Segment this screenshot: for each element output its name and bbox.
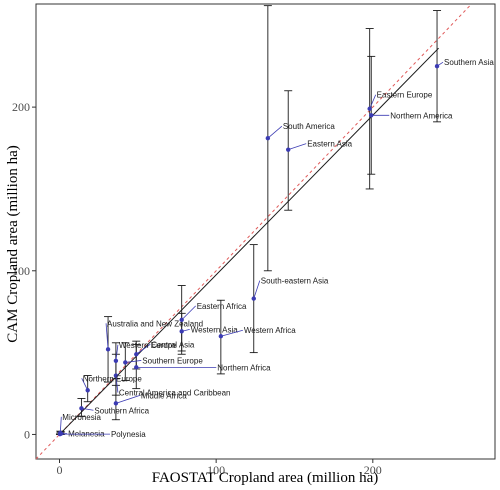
data-point — [79, 406, 84, 411]
region-label: South-eastern Asia — [261, 277, 329, 286]
data-point — [179, 317, 184, 323]
data-point — [218, 334, 224, 339]
label-leader-line — [267, 125, 283, 139]
region-label: Northern Africa — [217, 363, 271, 372]
label-leader-line — [125, 360, 142, 363]
y-tick-label: 100 — [12, 264, 30, 278]
region-label: Southern Asia — [444, 58, 494, 67]
x-tick-label: 0 — [56, 463, 62, 477]
region-label: Western Africa — [244, 326, 296, 335]
y-tick-label: 200 — [12, 100, 30, 114]
region-label: Western Asia — [191, 325, 239, 334]
label-leader-line — [105, 323, 109, 350]
region-label: Southern Europe — [142, 356, 203, 365]
data-point — [113, 373, 119, 378]
data-point — [113, 358, 119, 363]
data-point — [105, 347, 111, 352]
plot-area: 0 100 200 0 100 200 Southern Asia Eastern Europ… — [12, 3, 496, 477]
data-point — [367, 106, 372, 111]
data-point — [57, 431, 63, 437]
label-leader-line — [369, 94, 377, 109]
region-label: Southern Africa — [94, 406, 149, 415]
data-point — [179, 329, 184, 334]
region-label: Micronesia — [62, 413, 101, 422]
region-label: Central Asia — [151, 340, 195, 349]
data-point — [134, 352, 139, 357]
data-point — [434, 63, 440, 69]
region-label: Australia and New Zealand — [107, 319, 203, 328]
y-tick-label: 0 — [24, 427, 30, 441]
x-axis-title: FAOSTAT Cropland area (million ha) — [152, 470, 379, 486]
data-point — [286, 147, 291, 152]
region-label: Middle Africa — [141, 391, 187, 400]
data-point — [123, 360, 128, 365]
x-tick-label: 100 — [207, 463, 225, 477]
region-label: Northern America — [390, 111, 453, 120]
data-point — [85, 388, 90, 393]
label-leader-line — [288, 143, 307, 151]
panel-border — [35, 3, 496, 460]
label-leader-line — [59, 416, 62, 433]
region-label: Eastern Africa — [197, 302, 247, 311]
region-label: South America — [283, 122, 336, 131]
regression-line — [59, 47, 439, 435]
region-label: Central America and Caribbean — [119, 389, 231, 398]
label-leader-line — [220, 329, 243, 337]
data-point — [369, 113, 374, 118]
label-leader-line — [253, 280, 261, 299]
label-leader-line — [115, 344, 119, 361]
data-point — [134, 365, 139, 370]
region-label: Northern Europe — [83, 374, 143, 383]
region-label: Western Europe — [119, 341, 177, 350]
data-point — [113, 401, 119, 406]
region-label: Polynesia — [111, 430, 146, 439]
label-leader-line — [115, 375, 119, 393]
label-leader-line — [115, 394, 141, 404]
data-point — [251, 296, 256, 301]
label-leader-line — [81, 378, 89, 391]
x-tick-label: 200 — [364, 463, 382, 477]
identity-line — [35, 3, 472, 460]
y-axis-title: CAM Cropland area (million ha) — [5, 145, 21, 342]
label-leader-line — [181, 305, 196, 321]
label-leader-line — [136, 343, 151, 355]
region-label: Eastern Europe — [377, 91, 433, 100]
data-point — [265, 136, 271, 141]
region-label: Eastern Asia — [307, 140, 352, 149]
